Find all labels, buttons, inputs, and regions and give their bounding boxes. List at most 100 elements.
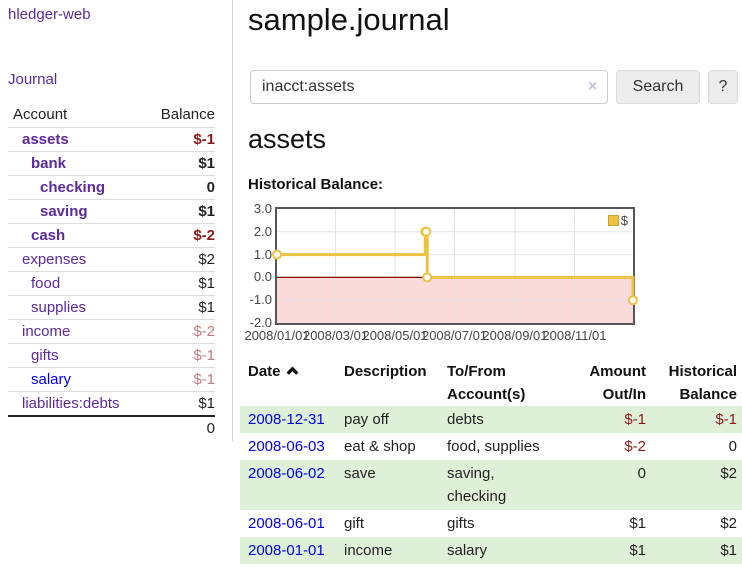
account-link[interactable]: checking [40, 179, 106, 196]
account-row: food $1 [8, 271, 215, 296]
accounts-table: Account Balance assets $-1 bank $1 checking 0… [8, 103, 215, 440]
transaction-balance: $-1 [650, 406, 742, 433]
register-header-account: To/From Account(s) [447, 363, 526, 403]
transaction-description: pay off [340, 406, 443, 433]
register-header-date[interactable]: Date [240, 360, 340, 406]
account-row: salary $-1 [8, 367, 215, 392]
register-header-row: Date Description To/From Account(s) Amou… [240, 360, 742, 406]
y-tick-label: -2.0 [249, 315, 272, 330]
transaction-date-link[interactable]: 2008-06-01 [248, 515, 325, 532]
sort-ascending-icon [286, 360, 299, 383]
accounts-header-balance: Balance [147, 103, 215, 128]
account-row: expenses $2 [8, 247, 215, 272]
account-row: supplies $1 [8, 295, 215, 320]
transaction-balance: $1 [650, 537, 742, 564]
account-balance: $-2 [147, 223, 215, 248]
transaction-accounts: salary [443, 537, 583, 564]
chart-canvas [272, 209, 638, 323]
account-row: income $-2 [8, 319, 215, 344]
account-link[interactable]: supplies [31, 299, 87, 316]
chart-plot-area[interactable]: $ [272, 207, 638, 325]
account-link[interactable]: gifts [31, 347, 59, 364]
transaction-amount: $-2 [624, 438, 646, 455]
account-link[interactable]: salary [31, 371, 72, 388]
transaction-accounts: saving, checking [443, 460, 583, 510]
account-balance: $1 [147, 151, 215, 176]
transaction-amount: 0 [583, 460, 650, 510]
account-link[interactable]: food [31, 275, 61, 292]
account-link[interactable]: assets [22, 131, 69, 148]
account-balance: $-2 [147, 319, 215, 344]
register-header-description: Description [344, 363, 427, 380]
sidebar-item-journal[interactable]: Journal [8, 71, 58, 88]
transaction-balance: 0 [728, 438, 737, 455]
transaction-amount: $1 [629, 515, 646, 532]
account-link[interactable]: liabilities:debts [22, 395, 120, 412]
page-title: sample.journal [248, 2, 450, 37]
chart-legend: $ [605, 212, 630, 229]
app-brand-link[interactable]: hledger-web [8, 6, 91, 23]
transaction-row: 2008-06-03 eat & shop food, supplies $-2 0 [240, 433, 742, 460]
account-link[interactable]: cash [31, 227, 66, 244]
help-button[interactable]: ? [708, 70, 738, 104]
transaction-row: 2008-06-02 save saving, checking 0 $2 [240, 460, 742, 510]
transaction-amount: $-1 [583, 406, 650, 433]
y-tick-label: 3.0 [253, 201, 272, 216]
transaction-date-link[interactable]: 2008-06-02 [248, 465, 325, 482]
transaction-balance: $2 [720, 515, 737, 532]
account-balance: $-1 [147, 127, 215, 152]
account-row: gifts $-1 [8, 343, 215, 368]
transaction-accounts: food, supplies [447, 438, 540, 455]
transaction-row: 2008-01-01 income salary $1 $1 [240, 537, 742, 564]
x-tick-label: 2008/05/01 [362, 328, 428, 343]
x-tick-label: 2008/03/01 [302, 328, 369, 343]
transaction-row: 2008-06-01 gift gifts $1 $2 [240, 510, 742, 537]
transaction-amount: $1 [583, 537, 650, 564]
transaction-accounts: debts [443, 406, 583, 433]
y-tick-label: -1.0 [249, 292, 272, 308]
transaction-description: save [340, 460, 443, 510]
accounts-total-value: 0 [147, 415, 215, 440]
y-tick-label: 2.0 [253, 223, 272, 239]
transaction-date-link[interactable]: 2008-12-31 [248, 411, 325, 428]
transaction-description: gift [344, 515, 365, 532]
transaction-accounts: gifts [447, 515, 475, 532]
accounts-header-account: Account [8, 103, 148, 128]
register-header-amount: Amount Out/In [589, 363, 646, 403]
chart-title: Historical Balance: [248, 176, 384, 193]
account-balance: $1 [147, 199, 215, 224]
transaction-description: eat & shop [344, 438, 416, 455]
search-button[interactable]: Search [616, 70, 700, 104]
account-balance: $-1 [147, 367, 215, 392]
transaction-date-link[interactable]: 2008-01-01 [248, 542, 325, 559]
account-row: checking 0 [8, 175, 215, 200]
account-balance: $1 [147, 391, 215, 417]
legend-swatch-icon [607, 215, 619, 226]
account-row: assets $-1 [8, 127, 215, 152]
transaction-date-link[interactable]: 2008-06-03 [248, 438, 325, 455]
transaction-description: income [340, 537, 443, 564]
x-tick-label: 2008/11/01 [542, 328, 607, 343]
register-header-balance: Historical Balance [668, 363, 737, 403]
legend-label: $ [620, 213, 628, 228]
account-link[interactable]: bank [31, 155, 67, 172]
y-tick-label: 0.0 [253, 269, 272, 285]
clear-search-icon[interactable]: × [588, 78, 598, 95]
historical-balance-chart: $ 3.0 2.0 1.0 0.0 -1.0 -2.0 2008/01/01 2008/03/… [244, 201, 725, 351]
search-input[interactable] [250, 70, 608, 104]
account-balance: 0 [147, 175, 215, 200]
x-tick-label: 2008/07/01 [421, 328, 488, 343]
y-tick-label: 1.0 [253, 246, 272, 262]
account-link[interactable]: income [22, 323, 71, 340]
account-row: saving $1 [8, 199, 215, 224]
register-table: Date Description To/From Account(s) Amou… [240, 360, 742, 564]
account-balance: $2 [147, 247, 215, 272]
transaction-row: 2008-12-31 pay off debts $-1 $-1 [240, 406, 742, 433]
account-link[interactable]: expenses [22, 251, 87, 268]
accounts-total-row: 0 [8, 415, 215, 440]
transaction-balance: $2 [650, 460, 742, 510]
x-tick-label: 2008/09/01 [482, 328, 548, 343]
account-link[interactable]: saving [40, 203, 88, 220]
account-row: bank $1 [8, 151, 215, 176]
account-balance: $1 [147, 295, 215, 320]
